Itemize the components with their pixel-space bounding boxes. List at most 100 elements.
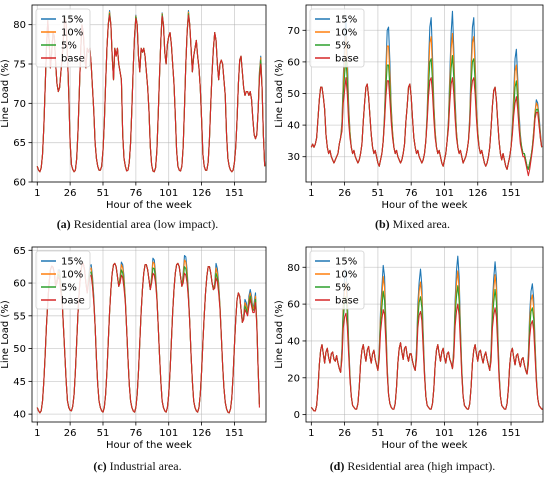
legend-label-a: 10%: [61, 28, 83, 39]
x-tick-label-a: 126: [192, 188, 211, 199]
x-tick-label-a: 26: [64, 188, 77, 199]
series-line-b-5pct: [310, 55, 543, 170]
y-tick-label-c: 55: [13, 311, 26, 322]
x-tick-label-c: 101: [159, 428, 178, 439]
x-axis-label-a: Hour of the week: [106, 200, 192, 211]
legend-label-a: 5%: [61, 41, 77, 52]
x-tick-label-d: 126: [468, 428, 487, 439]
caption-c-letter: (c): [93, 459, 107, 473]
x-tick-label-d: 101: [435, 428, 454, 439]
legend-box-d: [309, 250, 365, 310]
y-tick-label-c: 50: [13, 344, 26, 355]
x-tick-label-a: 101: [159, 188, 178, 199]
legend-label-b: 15%: [335, 15, 357, 26]
caption-b: (b) Mixed area.: [275, 217, 550, 232]
x-tick-label-b: 151: [501, 188, 520, 199]
x-tick-label-c: 51: [97, 428, 110, 439]
axes-frame-a: [31, 4, 267, 183]
y-tick-label-c: 40: [13, 410, 26, 421]
legend-label-d: 15%: [335, 257, 357, 268]
y-tick-label-b: 50: [287, 89, 300, 100]
y-tick-label-b: 60: [287, 57, 300, 68]
y-axis-label-a: Line Load (%): [0, 59, 11, 128]
caption-b-text: Mixed area.: [389, 217, 450, 231]
caption-b-letter: (b): [375, 217, 390, 231]
axes-frame-d: [305, 246, 544, 423]
x-axis-label-b: Hour of the week: [382, 200, 468, 211]
x-tick-label-c: 26: [64, 428, 77, 439]
legend-label-d: 10%: [335, 270, 357, 281]
x-tick-label-b: 101: [435, 188, 454, 199]
legend-box-a: [35, 8, 91, 68]
caption-d-letter: (d): [329, 459, 345, 473]
caption-c: (c) Industrial area.: [0, 459, 275, 474]
x-tick-label-a: 76: [129, 188, 142, 199]
caption-d-text: Residential area (high impact).: [344, 459, 496, 473]
y-tick-label-d: 80: [287, 263, 300, 274]
series-line-a-base: [36, 14, 266, 173]
y-tick-label-a: 70: [13, 99, 26, 110]
x-tick-label-c: 126: [192, 428, 211, 439]
caption-a-letter: (a): [56, 217, 71, 231]
x-tick-label-c: 76: [129, 428, 142, 439]
legend-label-c: 10%: [61, 270, 83, 281]
caption-d: (d) Residential area (high impact).: [275, 459, 550, 474]
legend-label-a: base: [61, 54, 85, 65]
y-axis-label-c: Line Load (%): [0, 300, 11, 369]
x-axis-label-d: Hour of the week: [382, 440, 468, 451]
legend-label-c: 5%: [61, 283, 77, 294]
caption-c-text: Industrial area.: [106, 459, 182, 473]
y-tick-label-b: 70: [287, 26, 300, 37]
legend-label-c: base: [61, 296, 85, 307]
y-tick-label-b: 40: [287, 121, 300, 132]
y-tick-label-b: 30: [287, 152, 300, 163]
x-tick-label-b: 51: [372, 188, 385, 199]
series-line-b-base: [310, 77, 543, 177]
x-tick-label-d: 1: [308, 428, 314, 439]
x-tick-label-c: 151: [225, 428, 244, 439]
x-tick-label-d: 151: [501, 428, 520, 439]
legend-label-b: base: [335, 54, 359, 65]
y-tick-label-d: 60: [287, 300, 300, 311]
legend-label-c: 15%: [61, 257, 83, 268]
y-tick-label-a: 65: [13, 138, 26, 149]
x-tick-label-b: 26: [338, 188, 351, 199]
legend-label-d: base: [335, 296, 359, 307]
legend-label-b: 5%: [335, 41, 351, 52]
legend-box-b: [309, 8, 365, 68]
x-tick-label-a: 151: [225, 188, 244, 199]
x-tick-label-c: 1: [34, 428, 40, 439]
x-tick-label-d: 51: [372, 428, 385, 439]
y-tick-label-d: 20: [287, 373, 300, 384]
x-tick-label-a: 1: [34, 188, 40, 199]
y-tick-label-d: 40: [287, 336, 300, 347]
y-axis-label-d: Line Load (%): [274, 300, 285, 369]
y-tick-label-c: 45: [13, 377, 26, 388]
y-axis-label-b: Line Load (%): [274, 59, 285, 128]
y-tick-label-a: 60: [13, 178, 26, 189]
x-axis-label-c: Hour of the week: [106, 440, 192, 451]
y-tick-label-a: 75: [13, 60, 26, 71]
caption-a: (a) Residential area (low impact).: [0, 217, 275, 232]
legend-label-a: 15%: [61, 15, 83, 26]
x-tick-label-b: 126: [468, 188, 487, 199]
caption-a-text: Residential area (low impact).: [70, 217, 219, 231]
axes-frame-c: [31, 246, 267, 423]
legend-label-d: 5%: [335, 283, 351, 294]
x-tick-label-a: 51: [97, 188, 110, 199]
series-line-c-base: [36, 262, 260, 414]
series-line-d-base: [310, 303, 543, 412]
legend-box-c: [35, 250, 91, 310]
legend-label-b: 10%: [335, 28, 357, 39]
x-tick-label-b: 76: [405, 188, 418, 199]
x-tick-label-d: 26: [338, 428, 351, 439]
y-tick-label-a: 80: [13, 20, 26, 31]
y-tick-label-c: 65: [13, 246, 26, 257]
x-tick-label-b: 1: [308, 188, 314, 199]
